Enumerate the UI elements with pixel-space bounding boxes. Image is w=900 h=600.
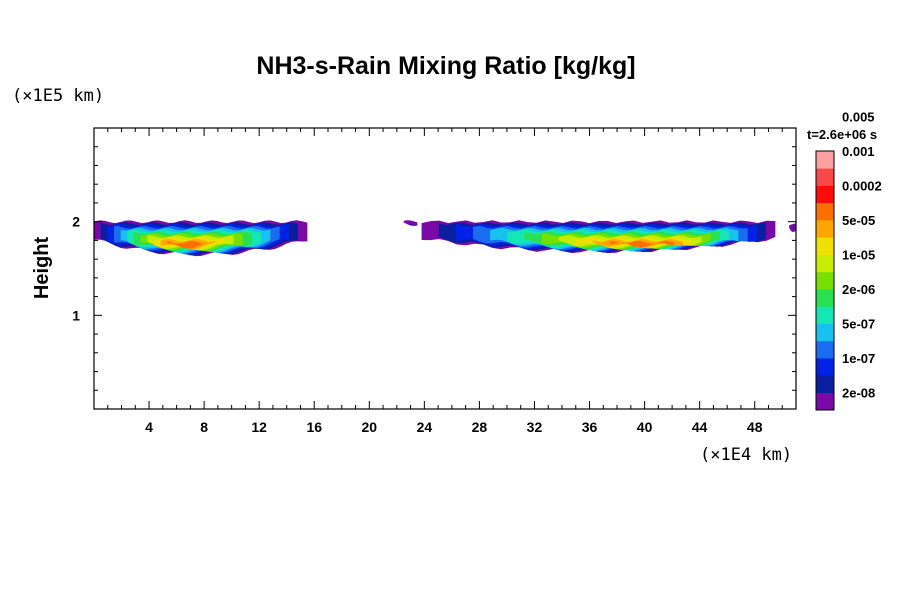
y-tick-label-2: 2 — [72, 214, 80, 230]
x-tick-label-44: 44 — [692, 419, 708, 435]
colorbar-swatch-7 — [816, 271, 834, 290]
colorbar-label-0: 2e-08 — [842, 386, 875, 401]
x-tick-labels: 4 8 12 16 20 24 28 32 36 40 44 48 — [145, 419, 763, 435]
cloud-band-west — [94, 220, 308, 257]
cloud-band-east-level-11 — [610, 240, 674, 248]
x-tick-label-36: 36 — [582, 419, 598, 435]
colorbar-swatch-6 — [816, 289, 834, 307]
x-tick-label-12: 12 — [251, 419, 267, 435]
colorbar-label-3: 2e-06 — [842, 282, 875, 297]
colorbar-swatch-12 — [816, 185, 834, 204]
colorbar — [815, 150, 835, 411]
colorbar-swatch-10 — [816, 220, 834, 238]
colorbar-label-5: 5e-05 — [842, 213, 875, 228]
cloud-band-east — [421, 220, 776, 254]
cloud-speck-level-1 — [409, 223, 412, 226]
x-tick-label-40: 40 — [637, 419, 653, 435]
colorbar-labels: 2e-08 1e-07 5e-07 2e-06 1e-05 5e-05 0.0002 0.00… — [842, 109, 882, 400]
colorbar-swatch-3 — [816, 340, 834, 359]
colorbar-label-2: 5e-07 — [842, 317, 875, 332]
colorbar-swatch-9 — [816, 237, 834, 255]
y-tick-labels: 12 — [72, 214, 80, 324]
x-tick-label-20: 20 — [362, 419, 378, 435]
x-axis-unit: (×1E4 km) — [700, 445, 792, 465]
colorbar-swatch-5 — [816, 306, 834, 324]
cloud-edge-east-level-0 — [789, 223, 796, 232]
x-tick-label-16: 16 — [306, 419, 322, 435]
colorbar-frame — [815, 150, 835, 411]
x-tick-label-24: 24 — [417, 419, 433, 435]
colorbar-label-4: 1e-05 — [842, 248, 875, 263]
colorbar-swatch-0 — [816, 392, 834, 411]
axis-ticks — [94, 128, 796, 409]
plot-frame — [93, 127, 797, 410]
chart-title: NH3-s-Rain Mixing Ratio [kg/kg] — [256, 52, 635, 80]
y-tick-label-1: 1 — [72, 307, 80, 323]
y-axis-label: Height — [31, 237, 53, 300]
colorbar-swatch-1 — [816, 375, 834, 394]
x-tick-label-4: 4 — [145, 419, 153, 435]
colorbar-swatch-8 — [816, 254, 834, 273]
y-axis-unit: (×1E5 km) — [12, 86, 104, 106]
x-tick-label-28: 28 — [472, 419, 488, 435]
x-tick-label-48: 48 — [747, 419, 763, 435]
cloud-speck — [403, 220, 418, 226]
colorbar-label-6: 0.0002 — [842, 179, 882, 194]
colorbar-label-8: 0.005 — [842, 109, 875, 124]
cloud-edge-east — [789, 223, 796, 232]
cloud-speck-level-0 — [403, 220, 418, 226]
time-label: t=2.6e+06 s — [807, 127, 877, 142]
field-regions — [94, 220, 796, 257]
colorbar-label-1: 1e-07 — [842, 351, 875, 366]
colorbar-swatch-4 — [816, 323, 834, 342]
colorbar-swatch-13 — [816, 168, 834, 186]
cloud-band-west-level-11 — [167, 240, 206, 249]
colorbar-label-7: 0.001 — [842, 144, 875, 159]
colorbar-swatch-14 — [816, 151, 834, 169]
colorbar-swatch-2 — [816, 358, 834, 376]
colorbar-swatch-11 — [816, 202, 834, 221]
x-tick-label-8: 8 — [200, 419, 208, 435]
x-tick-label-32: 32 — [527, 419, 543, 435]
